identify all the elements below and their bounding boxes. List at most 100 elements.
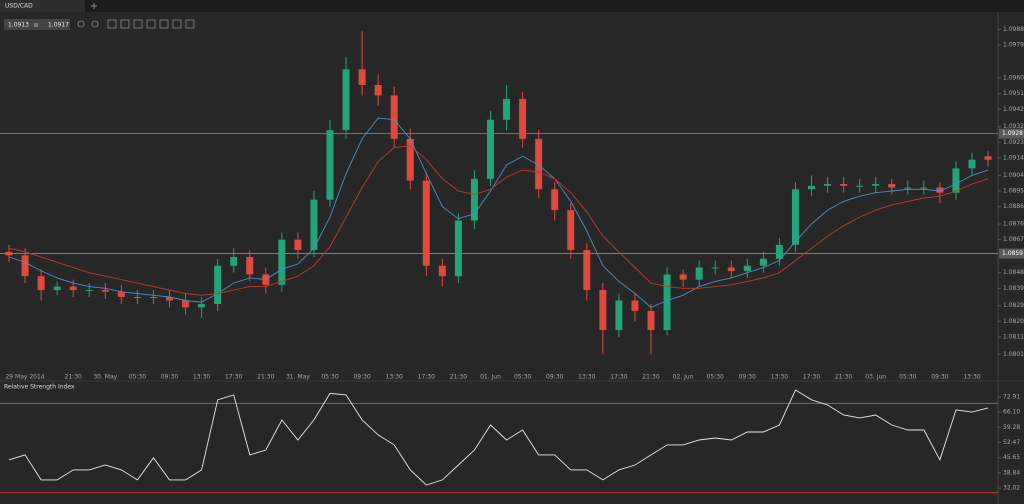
x-tick-label: 17:30 (803, 374, 820, 381)
candle-body (856, 185, 864, 187)
y-tick-label: 1.0820 (1003, 318, 1024, 325)
add-tab[interactable] (91, 3, 97, 9)
candle-body (808, 185, 815, 190)
y-tick-label: 1.0914 (1003, 154, 1024, 161)
x-tick-label: 13:30 (386, 374, 403, 381)
y-tick-label: 1.0951 (1003, 90, 1024, 97)
x-tick-label: 02. Jun (673, 374, 694, 381)
y-tick-label: 1.0829 (1003, 302, 1024, 309)
x-tick-label: 05:30 (899, 374, 916, 381)
candle-body (21, 255, 29, 277)
x-tick-label: 13:30 (193, 374, 210, 381)
candle-body (519, 98, 527, 139)
x-tick-label: 21:30 (450, 374, 467, 381)
y-tick-label: 72.91 (1003, 393, 1020, 400)
candle-body (984, 156, 992, 160)
price-line-badge (999, 248, 1024, 259)
candle-body (101, 290, 109, 292)
candle-body (470, 178, 478, 221)
price-line-label: 1.0928 (1002, 130, 1023, 137)
candle-body (952, 168, 960, 193)
candle-body (727, 267, 735, 271)
moving-average (8, 117, 989, 308)
candle-body (133, 297, 141, 299)
x-tick-label: 21:30 (835, 374, 852, 381)
candle-body (872, 184, 880, 186)
candle-body (342, 69, 350, 131)
candle-body (166, 297, 173, 301)
candle-body (535, 138, 543, 190)
candle-body (246, 257, 254, 275)
candle-body (759, 258, 767, 266)
candle-body (37, 276, 45, 291)
x-tick-label: 31. May (286, 374, 310, 381)
candle-body (438, 265, 446, 277)
candle-body (406, 138, 414, 181)
x-tick-label: 21:30 (65, 374, 82, 381)
x-tick-label: 05:30 (707, 374, 724, 381)
x-tick-label: 21:30 (642, 374, 659, 381)
candle-body (503, 98, 511, 120)
candle-body (182, 300, 190, 308)
candle-body (775, 244, 783, 259)
candle-body (567, 210, 575, 251)
y-tick-label: 1.0839 (1003, 285, 1024, 292)
candle-body (454, 220, 462, 277)
moving-average (8, 145, 989, 296)
bid: 1.0913 (8, 22, 29, 29)
candle-body (358, 69, 366, 85)
candle-body (85, 290, 93, 292)
y-tick-label: 1.0960 (1003, 75, 1024, 82)
candle-body (615, 300, 623, 331)
x-tick-label: 09:30 (931, 374, 948, 381)
y-tick-label: 1.0904 (1003, 172, 1024, 179)
y-tick-label: 1.0942 (1003, 106, 1024, 113)
candle-body (117, 291, 125, 298)
candle-body (390, 95, 398, 139)
candle-body (888, 184, 896, 188)
x-tick-label: 03. Jun (865, 374, 886, 381)
x-tick-label: 01. Jun (480, 374, 501, 381)
y-tick-label: 38.84 (1003, 469, 1020, 476)
candle-body (599, 290, 607, 331)
candle-body (791, 189, 799, 245)
candle-body (824, 184, 832, 186)
candle-body (214, 265, 222, 304)
candle-body (840, 184, 848, 186)
candle-body (647, 310, 655, 331)
candle-body (968, 159, 976, 169)
candle-body (920, 187, 928, 189)
price-line-badge (999, 128, 1024, 139)
y-tick-label: 1.0923 (1003, 139, 1024, 146)
y-tick-label: 66.10 (1003, 409, 1020, 416)
candle-body (695, 267, 703, 280)
x-tick-label: 09:30 (161, 374, 178, 381)
candle-body (631, 300, 639, 311)
x-tick-label: 13:30 (963, 374, 980, 381)
x-tick-label: 30. May (93, 374, 117, 381)
x-tick-label: 29 May 2014 (5, 374, 44, 381)
tab[interactable] (0, 0, 85, 12)
y-tick-label: 1.0801 (1003, 351, 1024, 358)
y-tick-label: 1.0867 (1003, 236, 1024, 243)
candle-body (904, 187, 912, 189)
y-tick-label: 1.0848 (1003, 269, 1024, 276)
toolbar-icons[interactable] (77, 19, 195, 29)
candle-body (198, 303, 206, 308)
quote-separator (34, 23, 38, 27)
candle-body (294, 239, 302, 251)
x-tick-label: 17:30 (418, 374, 435, 381)
x-tick-label: 09:30 (546, 374, 563, 381)
y-tick-label: 52.47 (1003, 439, 1020, 446)
candle-body (326, 130, 334, 200)
tab-title[interactable]: USD/CAD (5, 3, 33, 10)
candle-body (583, 250, 591, 291)
candle-body (711, 267, 719, 269)
x-tick-label: 09:30 (739, 374, 756, 381)
tab-bar (0, 0, 1024, 12)
x-tick-label: 13:30 (578, 374, 595, 381)
y-tick-label: 59.28 (1003, 424, 1020, 431)
x-tick-label: 17:30 (225, 374, 242, 381)
